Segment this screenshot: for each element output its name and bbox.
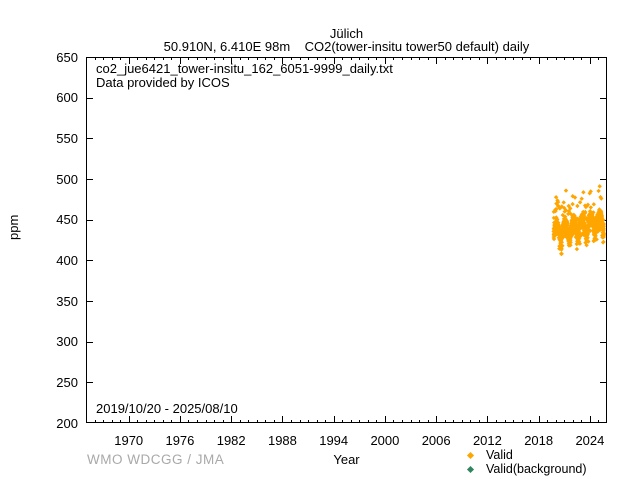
y-tick-label: 400 — [56, 252, 78, 268]
x-tick-label: 2000 — [370, 433, 400, 448]
x-tick-label: 1976 — [165, 433, 195, 448]
y-tick-label: 300 — [56, 334, 78, 350]
valid-background-diamond-icon — [466, 465, 475, 474]
legend-label-valid: Valid — [486, 448, 513, 462]
legend-item-valid: Valid — [464, 449, 587, 462]
axis-ticks — [86, 57, 607, 423]
date-range-label: 2019/10/20 - 2025/08/10 — [96, 401, 238, 416]
y-tick-label: 250 — [56, 374, 78, 390]
annotation-filename: co2_jue6421_tower-insitu_162_6051-9999_d… — [96, 61, 393, 76]
page-subtitle: 50.910N, 6.410E 98m CO2(tower-insitu tow… — [163, 39, 530, 54]
x-tick-label: 2012 — [472, 433, 502, 448]
y-tick-label: 550 — [56, 130, 78, 146]
valid-diamond-icon — [466, 451, 475, 460]
y-axis-label: ppm — [6, 214, 21, 240]
y-tick-label: 200 — [56, 415, 78, 431]
y-tick-label: 500 — [56, 171, 78, 187]
valid-data-points — [551, 184, 607, 256]
legend: Valid Valid(background) — [464, 449, 587, 477]
legend-label-valid-background: Valid(background) — [486, 462, 587, 476]
x-tick-label: 1982 — [216, 433, 246, 448]
x-axis-label: Year — [333, 452, 360, 467]
y-tick-label: 350 — [56, 293, 78, 309]
x-tick-label: 2024 — [575, 433, 605, 448]
attribution-label: WMO WDCGG / JMA — [87, 452, 225, 467]
y-tick-label: 650 — [56, 49, 78, 65]
annotation-provider: Data provided by ICOS — [96, 75, 230, 90]
plot-area — [86, 57, 607, 423]
x-tick-label: 2006 — [421, 433, 451, 448]
x-tick-label: 1970 — [114, 433, 144, 448]
page-title: Jülich — [329, 26, 364, 41]
legend-item-valid-background: Valid(background) — [464, 463, 587, 476]
y-tick-label: 450 — [56, 212, 78, 228]
plot-border — [86, 57, 607, 423]
x-tick-label: 1994 — [319, 433, 349, 448]
x-tick-label: 2018 — [524, 433, 554, 448]
x-tick-label: 1988 — [267, 433, 297, 448]
y-tick-label: 600 — [56, 90, 78, 106]
